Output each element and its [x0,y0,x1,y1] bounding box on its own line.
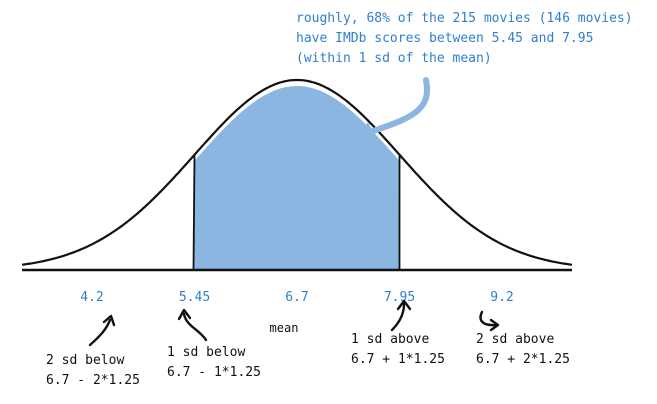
note-plus2-line1: 2 sd above [476,332,554,347]
arrow-plus2 [479,310,498,327]
tick-label-4-2: 4.2 [80,290,103,305]
one-sd-shaded-region [194,86,400,270]
minus-one-sd-line [192,154,196,271]
arrowhead-plus2 [489,318,500,332]
arrow-plus1 [390,302,406,332]
tick-label-7-95: 7.95 [384,290,415,305]
arrow-minus1 [182,312,208,342]
note-plus1-line2: 6.7 + 1*1.25 [351,352,445,367]
arrowhead-minus2 [102,314,116,327]
note-minus1-line1: 1 sd below [167,345,245,360]
note-minus2-line1: 2 sd below [46,353,124,368]
note-plus2-line2: 6.7 + 2*1.25 [476,352,570,367]
annotation-arrow [367,77,431,135]
annotation-line-3: (within 1 sd of the mean) [296,51,492,66]
bell-curve [21,78,573,266]
tick-label-5-45: 5.45 [179,290,210,305]
arrowhead-minus1 [177,308,192,321]
annotation-arrowhead [352,122,378,144]
note-minus2-line2: 6.7 - 2*1.25 [46,373,140,388]
mean-label: mean [270,321,299,335]
annotation-line-2: have IMDb scores between 5.45 and 7.95 [296,31,593,46]
annotation-line-1: roughly, 68% of the 215 movies (146 movi… [296,11,633,26]
tick-label-9-2: 9.2 [490,290,513,305]
arrow-minus2 [88,318,112,347]
tick-label-6-7: 6.7 [285,290,308,305]
note-minus1-line2: 6.7 - 1*1.25 [167,365,261,380]
note-plus1-line1: 1 sd above [351,332,429,347]
arrowhead-plus1 [396,299,412,311]
